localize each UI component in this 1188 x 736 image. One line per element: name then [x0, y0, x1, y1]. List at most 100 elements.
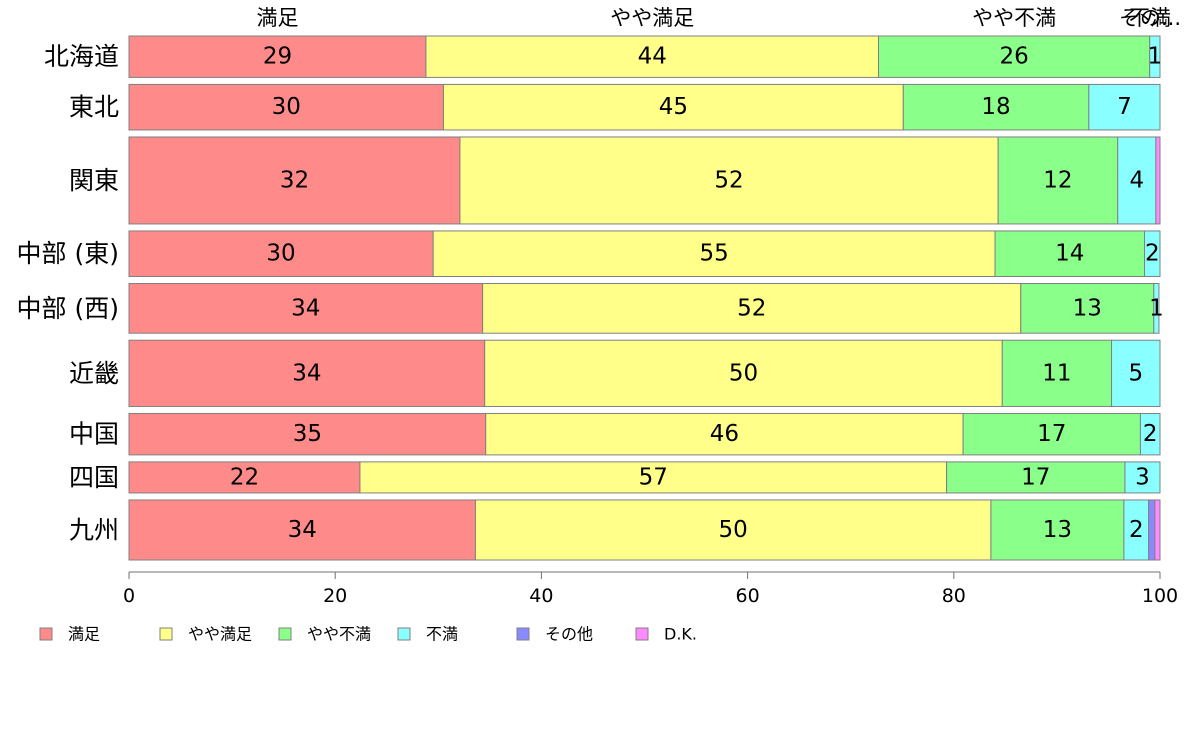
bar-segment: [997, 136, 1119, 225]
bar-segment: [1020, 283, 1155, 334]
legend-label: やや不満: [307, 625, 371, 644]
category-label: 中部 (東): [17, 239, 119, 268]
top-series-label: その...: [1119, 6, 1181, 30]
bar-segment: [1144, 230, 1161, 278]
segment-label: 44: [638, 44, 667, 70]
category-label: 東北: [69, 93, 119, 122]
category-label: 九州: [69, 515, 119, 544]
bar-segment: [128, 35, 427, 78]
segment-label: 17: [1037, 421, 1066, 447]
bar-segment: [128, 136, 461, 225]
bar-segment: [994, 230, 1146, 278]
bar-segment: [1153, 283, 1160, 334]
segment-label: 7: [1117, 94, 1132, 120]
bar-segment: [485, 412, 964, 456]
legend-swatch: [278, 627, 292, 641]
segment-label: 13: [1043, 517, 1072, 543]
top-series-label: やや満足: [610, 6, 694, 30]
x-tick-label: 80: [942, 585, 966, 607]
bar-segment: [459, 136, 999, 225]
segment-label: 34: [292, 360, 321, 386]
segment-label: 55: [699, 241, 728, 267]
category-label: 近畿: [69, 359, 119, 388]
bar-segment: [1001, 339, 1113, 407]
x-tick-label: 20: [323, 585, 347, 607]
legend-swatch: [397, 627, 411, 641]
bar-segment: [1088, 83, 1161, 131]
bar-segment: [128, 499, 476, 561]
segment-label: 4: [1129, 167, 1144, 193]
bar-segment: [425, 35, 880, 78]
category-label: 四国: [69, 463, 119, 492]
segment-label: 34: [288, 517, 317, 543]
segment-label: 34: [291, 295, 320, 321]
segment-label: 45: [659, 94, 688, 120]
segment-label: 30: [266, 241, 295, 267]
segment-label: 17: [1021, 464, 1050, 490]
segment-label: 35: [293, 421, 322, 447]
bar-segment: [1148, 499, 1156, 561]
legend-swatch: [635, 627, 649, 641]
top-series-label: やや不満: [972, 6, 1056, 30]
category-label: 関東: [69, 166, 119, 195]
segment-label: 5: [1128, 360, 1143, 386]
category-label: 北海道: [44, 42, 119, 71]
legend-label: 不満: [426, 625, 458, 644]
bar-segment: [1139, 412, 1161, 456]
category-label: 中部 (西): [17, 294, 119, 323]
bar-segment: [432, 230, 996, 278]
segment-label: 32: [280, 167, 309, 193]
bar-segment: [128, 283, 484, 334]
segment-label: 26: [999, 44, 1028, 70]
bar-segment: [1154, 499, 1161, 561]
segment-label: 57: [639, 464, 668, 490]
segment-label: 52: [737, 295, 766, 321]
segment-label: 2: [1129, 517, 1144, 543]
bar-segment: [482, 283, 1022, 334]
legend-label: その他: [545, 625, 593, 644]
bar-segment: [1149, 35, 1161, 78]
bar-segment: [484, 339, 1003, 407]
bar-segment: [442, 83, 904, 131]
bar-segment: [1155, 136, 1161, 225]
bar-segment: [1111, 339, 1161, 407]
bar-segment: [902, 83, 1090, 131]
segment-label: 22: [230, 464, 259, 490]
segment-label: 1: [1149, 295, 1164, 321]
segment-label: 1: [1148, 44, 1163, 70]
bar-segment: [128, 230, 434, 278]
segment-label: 50: [719, 517, 748, 543]
legend-swatch: [39, 627, 53, 641]
segment-label: 13: [1073, 295, 1102, 321]
segment-label: 2: [1145, 241, 1160, 267]
bar-segment: [1124, 461, 1161, 494]
segment-label: 52: [714, 167, 743, 193]
bar-segment: [128, 412, 487, 456]
bar-segment: [359, 461, 948, 494]
segment-label: 18: [981, 94, 1010, 120]
bar-segment: [128, 461, 361, 494]
x-tick-label: 40: [529, 585, 553, 607]
segment-label: 12: [1043, 167, 1072, 193]
segment-label: 29: [263, 44, 292, 70]
legend-swatch: [516, 627, 530, 641]
category-label: 中国: [69, 420, 119, 449]
segment-label: 30: [272, 94, 301, 120]
bar-segment: [878, 35, 1151, 78]
bar-segment: [990, 499, 1125, 561]
segment-label: 50: [729, 360, 758, 386]
legend-label: D.K.: [664, 625, 697, 644]
top-series-label: 不満: [1129, 6, 1171, 30]
segment-label: 14: [1055, 241, 1084, 267]
x-tick-label: 100: [1142, 585, 1178, 607]
legend-swatch: [159, 627, 173, 641]
top-series-label: 満足: [256, 6, 298, 30]
segment-label: 2: [1143, 421, 1158, 447]
segment-label: 46: [710, 421, 739, 447]
bar-segment: [946, 461, 1126, 494]
bar-segment: [1117, 136, 1157, 225]
segment-label: 3: [1135, 464, 1150, 490]
segment-label: 11: [1042, 360, 1071, 386]
x-tick-label: 0: [123, 585, 135, 607]
legend-label: 満足: [68, 625, 100, 644]
